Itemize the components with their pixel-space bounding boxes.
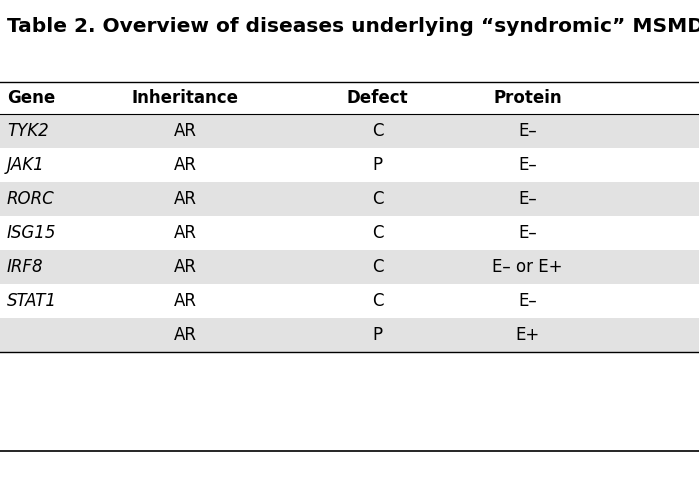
Text: ISG15: ISG15 xyxy=(7,224,57,242)
Text: E–: E– xyxy=(519,292,537,310)
Text: Inheritance: Inheritance xyxy=(131,89,239,107)
Text: JAK1: JAK1 xyxy=(7,156,45,174)
Text: C: C xyxy=(372,190,383,208)
Bar xyxy=(0,250,699,284)
Bar xyxy=(0,216,699,250)
Bar xyxy=(0,182,699,216)
Text: TYK2: TYK2 xyxy=(7,122,49,140)
Text: Defect: Defect xyxy=(347,89,408,107)
Text: AR: AR xyxy=(174,190,196,208)
Text: C: C xyxy=(372,224,383,242)
Text: AR: AR xyxy=(174,122,196,140)
Text: STAT1: STAT1 xyxy=(7,292,57,310)
Text: AR: AR xyxy=(174,292,196,310)
Text: Gene: Gene xyxy=(7,89,55,107)
Text: IRF8: IRF8 xyxy=(7,258,43,276)
Text: Protein: Protein xyxy=(493,89,562,107)
Text: AR: AR xyxy=(174,156,196,174)
Text: RORC: RORC xyxy=(7,190,55,208)
Text: E–: E– xyxy=(519,156,537,174)
Text: Table 2. Overview of diseases underlying “syndromic” MSMD: Table 2. Overview of diseases underlying… xyxy=(7,17,699,36)
Bar xyxy=(0,318,699,352)
Text: AR: AR xyxy=(174,224,196,242)
Bar xyxy=(0,114,699,148)
Text: E+: E+ xyxy=(516,326,540,344)
Text: AR: AR xyxy=(174,258,196,276)
Text: E–: E– xyxy=(519,224,537,242)
Bar xyxy=(0,148,699,182)
Text: E– or E+: E– or E+ xyxy=(493,258,563,276)
Text: P: P xyxy=(373,326,382,344)
Text: E–: E– xyxy=(519,190,537,208)
Bar xyxy=(0,284,699,318)
Text: C: C xyxy=(372,258,383,276)
Text: E–: E– xyxy=(519,122,537,140)
Text: C: C xyxy=(372,122,383,140)
Text: AR: AR xyxy=(174,326,196,344)
Text: P: P xyxy=(373,156,382,174)
Text: C: C xyxy=(372,292,383,310)
